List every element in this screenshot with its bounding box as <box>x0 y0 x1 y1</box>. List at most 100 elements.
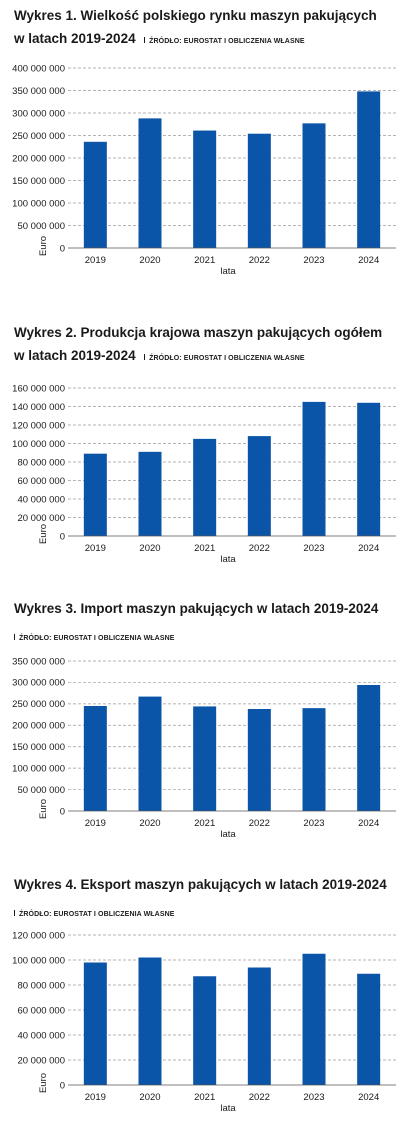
bar-2023 <box>302 123 326 248</box>
bar-2024 <box>357 402 381 536</box>
y-tick-label: 100 000 000 <box>12 763 65 774</box>
y-tick-label: 0 <box>60 243 65 254</box>
y-tick-label: 140 000 000 <box>12 402 65 413</box>
chart-3: 0 50 000 000 100 000 000 150 000 000 200 000… <box>12 656 396 840</box>
y-tick-label: 300 000 000 <box>12 678 65 689</box>
chart-1-title: Wykres 1. Wielkość polskiego rynku maszy… <box>14 8 377 23</box>
y-tick-label: 20 000 000 <box>17 1055 65 1066</box>
chart-1: 0 50 000 000 100 000 000 150 000 000 200 000… <box>12 63 396 277</box>
y-tick-label: 0 <box>60 1080 65 1091</box>
y-tick-label: 160 000 000 <box>12 383 65 394</box>
x-tick-label: 2024 <box>358 543 379 554</box>
y-tick-label: 200 000 000 <box>12 153 65 164</box>
bar-2022 <box>247 967 271 1085</box>
x-tick-label: 2022 <box>249 255 270 266</box>
bar-2020 <box>138 957 162 1085</box>
y-tick-label: 250 000 000 <box>12 131 65 142</box>
bar-2022 <box>247 133 271 248</box>
x-tick-label: 2021 <box>194 1092 215 1103</box>
x-tick-label: 2022 <box>249 818 270 829</box>
y-tick-label: 50 000 000 <box>17 221 65 232</box>
x-tick-label: 2019 <box>85 818 106 829</box>
y-tick-label: 200 000 000 <box>12 721 65 732</box>
bar-2024 <box>357 973 381 1085</box>
y-tick-label: 150 000 000 <box>12 742 65 753</box>
x-tick-label: 2020 <box>139 543 160 554</box>
chart-3-title: Wykres 3. Import maszyn pakujących w lat… <box>14 601 379 616</box>
x-tick-label: 2023 <box>303 1092 324 1103</box>
x-tick-label: 2022 <box>249 543 270 554</box>
bar-2022 <box>247 436 271 536</box>
y-tick-label: 100 000 000 <box>12 439 65 450</box>
x-tick-label: 2023 <box>303 818 324 829</box>
y-tick-label: 0 <box>60 531 65 542</box>
y-tick-label: 350 000 000 <box>12 656 65 667</box>
y-tick-label: 80 000 000 <box>17 980 65 991</box>
x-tick-label: 2024 <box>358 255 379 266</box>
y-tick-label: 60 000 000 <box>17 1005 65 1016</box>
y-tick-label: 80 000 000 <box>17 457 65 468</box>
y-tick-label: 20 000 000 <box>17 513 65 524</box>
y-tick-label: 120 000 000 <box>12 930 65 941</box>
chart-4-title: Wykres 4. Eksport maszyn pakujących w la… <box>14 877 387 892</box>
x-tick-label: 2021 <box>194 543 215 554</box>
y-tick-label: 100 000 000 <box>12 198 65 209</box>
x-axis-label: lata <box>220 829 236 840</box>
x-tick-label: 2020 <box>139 1092 160 1103</box>
y-axis-label: Euro <box>38 1073 49 1093</box>
bar-2022 <box>247 709 271 811</box>
chart-4-source: ŹRÓDŁO: EUROSTAT I OBLICZENIA WŁASNE <box>14 910 175 918</box>
y-axis-label: Euro <box>38 524 49 544</box>
chart-2-title: Wykres 2. Produkcja krajowa maszyn pakuj… <box>14 325 383 340</box>
x-tick-label: 2023 <box>303 543 324 554</box>
bar-2019 <box>83 141 107 248</box>
y-axis-label: Euro <box>38 236 49 256</box>
x-tick-label: 2022 <box>249 1092 270 1103</box>
x-axis-label: lata <box>220 266 236 277</box>
x-tick-label: 2023 <box>303 255 324 266</box>
chart-2-title-line2: w latach 2019-2024 <box>14 348 136 363</box>
bar-2023 <box>302 401 326 536</box>
y-tick-label: 150 000 000 <box>12 176 65 187</box>
x-tick-label: 2021 <box>194 255 215 266</box>
bar-2021 <box>193 438 217 536</box>
x-tick-label: 2020 <box>139 255 160 266</box>
bar-2019 <box>83 453 107 536</box>
x-axis-label: lata <box>220 1103 236 1114</box>
bar-2023 <box>302 953 326 1085</box>
bar-2024 <box>357 685 381 811</box>
x-tick-label: 2019 <box>85 1092 106 1103</box>
bar-2021 <box>193 130 217 248</box>
y-tick-label: 100 000 000 <box>12 955 65 966</box>
chart-2: 0 20 000 000 40 000 000 60 000 000 80 000 00… <box>12 383 396 565</box>
x-tick-label: 2021 <box>194 818 215 829</box>
x-tick-label: 2020 <box>139 818 160 829</box>
bar-2020 <box>138 451 162 536</box>
x-tick-label: 2019 <box>85 255 106 266</box>
chart-1-source: ŹRÓDŁO: EUROSTAT I OBLICZENIA WŁASNE <box>140 37 305 45</box>
y-tick-label: 300 000 000 <box>12 108 65 119</box>
y-tick-label: 120 000 000 <box>12 420 65 431</box>
bar-2020 <box>138 696 162 811</box>
y-tick-label: 400 000 000 <box>12 63 65 74</box>
y-tick-label: 40 000 000 <box>17 1030 65 1041</box>
bar-2019 <box>83 706 107 811</box>
chart-1-title-line2: w latach 2019-2024 <box>14 31 136 46</box>
bar-2021 <box>193 976 217 1085</box>
y-axis-label: Euro <box>38 799 49 819</box>
y-tick-label: 60 000 000 <box>17 476 65 487</box>
x-tick-label: 2019 <box>85 543 106 554</box>
y-tick-label: 40 000 000 <box>17 494 65 505</box>
x-axis-label: lata <box>220 554 236 565</box>
x-tick-label: 2024 <box>358 818 379 829</box>
chart-2-source: ŹRÓDŁO: EUROSTAT I OBLICZENIA WŁASNE <box>140 354 305 362</box>
bar-2019 <box>83 962 107 1085</box>
chart-3-source: ŹRÓDŁO: EUROSTAT I OBLICZENIA WŁASNE <box>14 634 175 642</box>
bar-2023 <box>302 708 326 811</box>
bar-2021 <box>193 706 217 811</box>
bar-2024 <box>357 91 381 249</box>
y-tick-label: 50 000 000 <box>17 785 65 796</box>
y-tick-label: 350 000 000 <box>12 86 65 97</box>
y-tick-label: 0 <box>60 806 65 817</box>
